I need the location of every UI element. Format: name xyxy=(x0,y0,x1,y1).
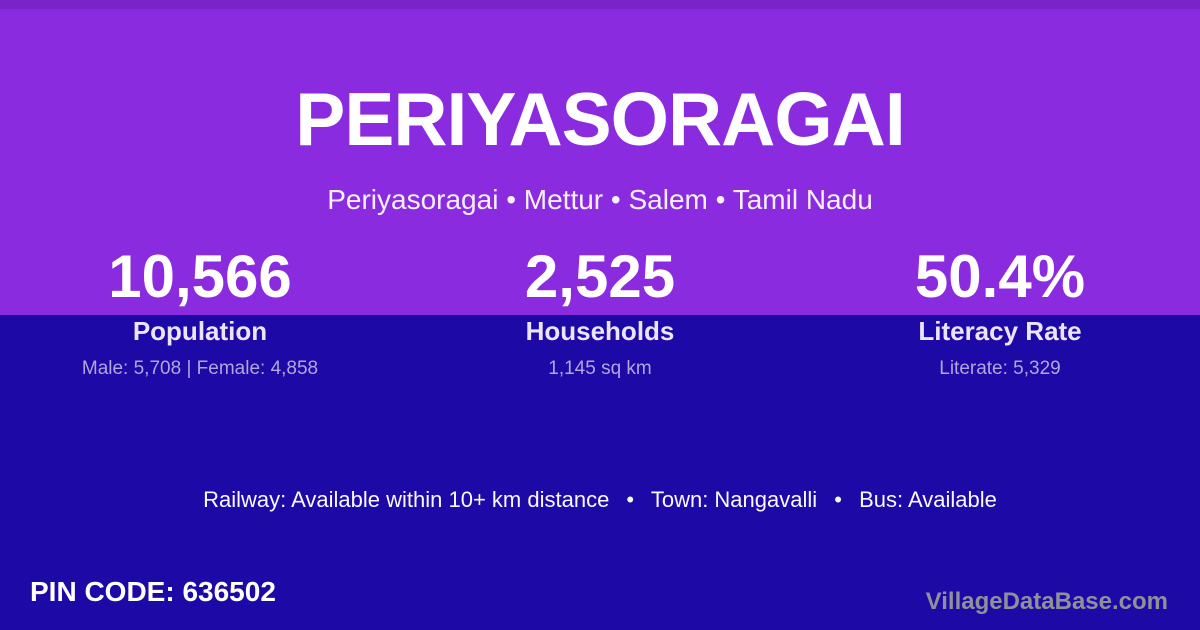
households-label: Households xyxy=(525,316,675,346)
stat-households: 2,525 Households 1,145 sq km xyxy=(400,245,800,379)
households-detail: 1,145 sq km xyxy=(548,357,652,379)
population-value: 10,566 xyxy=(108,243,292,310)
stat-literacy-rate: 50.4% Literacy Rate Literate: 5,329 xyxy=(800,245,1200,379)
page-title: PERIYASORAGAI xyxy=(295,77,905,161)
population-detail: Male: 5,708 | Female: 4,858 xyxy=(81,357,319,379)
watermark-site-name: VillageDataBase.com xyxy=(925,588,1168,615)
breadcrumb: Periyasoragai • Mettur • Salem • Tamil N… xyxy=(327,184,873,215)
stat-population: 10,566 Population Male: 5,708 | Female: … xyxy=(0,245,400,379)
literacy-value: 50.4% xyxy=(914,243,1086,310)
pin-code: PIN CODE: 636502 xyxy=(30,576,276,607)
households-value: 2,525 xyxy=(524,243,676,310)
population-label: Population xyxy=(132,316,268,346)
top-accent-strip xyxy=(0,0,1200,9)
literacy-label: Literacy Rate xyxy=(918,316,1082,346)
stats-row: 10,566 Population Male: 5,708 | Female: … xyxy=(0,245,1200,379)
transport-info: Railway: Available within 10+ km distanc… xyxy=(203,487,997,512)
purple-hero-background xyxy=(0,0,1200,315)
literacy-detail: Literate: 5,329 xyxy=(939,357,1061,379)
